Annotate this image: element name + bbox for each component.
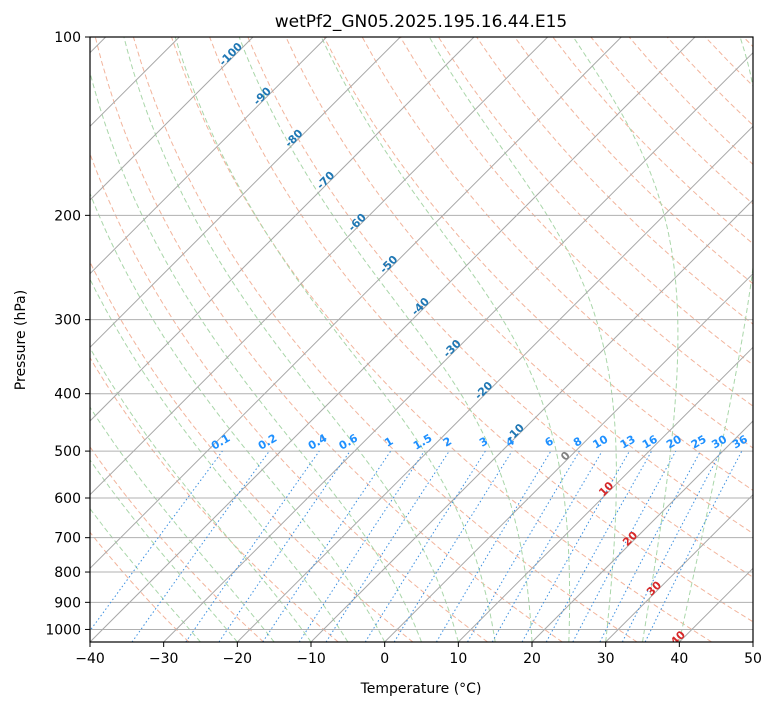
dry-adiabat bbox=[399, 37, 753, 407]
moist-adiabat bbox=[572, 37, 679, 642]
isotherm-line bbox=[90, 37, 254, 201]
dry-adiabat bbox=[90, 446, 264, 642]
mixing-ratio-line bbox=[545, 450, 653, 642]
mixing-ratio-line bbox=[644, 450, 743, 642]
dry-adiabat bbox=[361, 37, 753, 449]
isotherm-line bbox=[605, 493, 753, 642]
y-tick-label: 500 bbox=[54, 444, 81, 460]
isotherm-line bbox=[90, 37, 622, 570]
mixing-ratio-line bbox=[298, 450, 425, 642]
isotherm-line bbox=[457, 346, 753, 642]
mixing-ratio-line bbox=[131, 450, 270, 642]
x-tick-label: 10 bbox=[449, 651, 467, 667]
moist-adiabat bbox=[90, 278, 349, 642]
x-tick-label: 20 bbox=[523, 651, 541, 667]
mixing-ratio-line bbox=[262, 450, 392, 642]
isotherm-line bbox=[310, 199, 753, 642]
y-tick-label: 700 bbox=[54, 531, 81, 547]
moist-adiabat bbox=[678, 37, 753, 642]
y-tick-label: 400 bbox=[54, 387, 81, 403]
dry-adiabat bbox=[132, 37, 638, 642]
dry-adiabat bbox=[94, 37, 563, 642]
mixing-ratio-lines bbox=[90, 450, 743, 642]
y-tick-label: 600 bbox=[54, 491, 81, 507]
mixing-ratio-line bbox=[185, 450, 320, 642]
isotherm-line bbox=[90, 37, 328, 275]
dry-adiabat bbox=[247, 37, 753, 578]
isotherm-line bbox=[384, 272, 753, 642]
y-tick-label: 200 bbox=[54, 208, 81, 224]
isotherm-line bbox=[236, 125, 753, 642]
x-tick-label: −20 bbox=[223, 651, 253, 667]
x-tick-label: 0 bbox=[380, 651, 389, 667]
x-axis-title: Temperature (°C) bbox=[360, 681, 482, 697]
isotherm-line bbox=[531, 420, 753, 642]
mixing-ratio-line bbox=[90, 450, 223, 632]
mixing-ratio-line bbox=[521, 450, 630, 642]
mixing-ratio-line bbox=[393, 450, 513, 642]
grid-lines bbox=[90, 37, 753, 642]
moist-adiabat bbox=[90, 406, 275, 642]
plot-frame bbox=[89, 36, 754, 643]
isotherm-line bbox=[90, 37, 696, 642]
dry-adiabat bbox=[437, 37, 753, 366]
x-tick-label: −30 bbox=[149, 651, 179, 667]
moist-adiabat bbox=[123, 37, 459, 642]
y-tick-label: 800 bbox=[54, 565, 81, 581]
axes: −40 −30 −20 −10 0 10 20 30 40 50 100 200 300 400 500 60… bbox=[45, 30, 762, 667]
mixing-ratio-line bbox=[572, 450, 677, 642]
moist-adiabat bbox=[320, 37, 571, 642]
x-tick-label: −40 bbox=[75, 651, 105, 667]
y-tick-label: 100 bbox=[54, 30, 81, 46]
isotherm-line bbox=[90, 37, 401, 349]
mixing-ratio-line bbox=[325, 450, 450, 642]
x-tick-label: 30 bbox=[597, 651, 615, 667]
moist-adiabat bbox=[90, 459, 238, 642]
isotherm-line bbox=[90, 37, 475, 422]
dry-adiabat bbox=[171, 37, 712, 642]
x-tick-label: 40 bbox=[670, 651, 688, 667]
dry-adiabat bbox=[90, 531, 190, 642]
dry-adiabat bbox=[514, 37, 753, 285]
y-tick-label: 1000 bbox=[45, 622, 81, 638]
x-tick-label: −10 bbox=[296, 651, 326, 667]
dry-adiabat bbox=[90, 152, 488, 642]
mixing-ratio-line bbox=[218, 450, 351, 642]
x-tick-label: 50 bbox=[744, 651, 762, 667]
chart-title: wetPf2_GN05.2025.195.16.44.E15 bbox=[275, 12, 567, 32]
moist-adiabat bbox=[174, 37, 496, 642]
moist-adiabat bbox=[238, 37, 533, 642]
y-axis-title: Pressure (hPa) bbox=[13, 290, 29, 390]
dry-adiabat bbox=[285, 37, 753, 535]
adiabat-lines bbox=[90, 37, 753, 642]
isotherm-line bbox=[163, 51, 753, 642]
moist-adiabat bbox=[90, 192, 386, 642]
y-tick-label: 900 bbox=[54, 595, 81, 611]
dry-adiabat bbox=[323, 37, 753, 491]
dry-adiabat bbox=[90, 356, 339, 642]
y-tick-label: 300 bbox=[54, 313, 81, 329]
dry-adiabat bbox=[209, 37, 753, 623]
isotherm-line bbox=[90, 37, 549, 496]
moist-adiabat bbox=[428, 37, 617, 642]
